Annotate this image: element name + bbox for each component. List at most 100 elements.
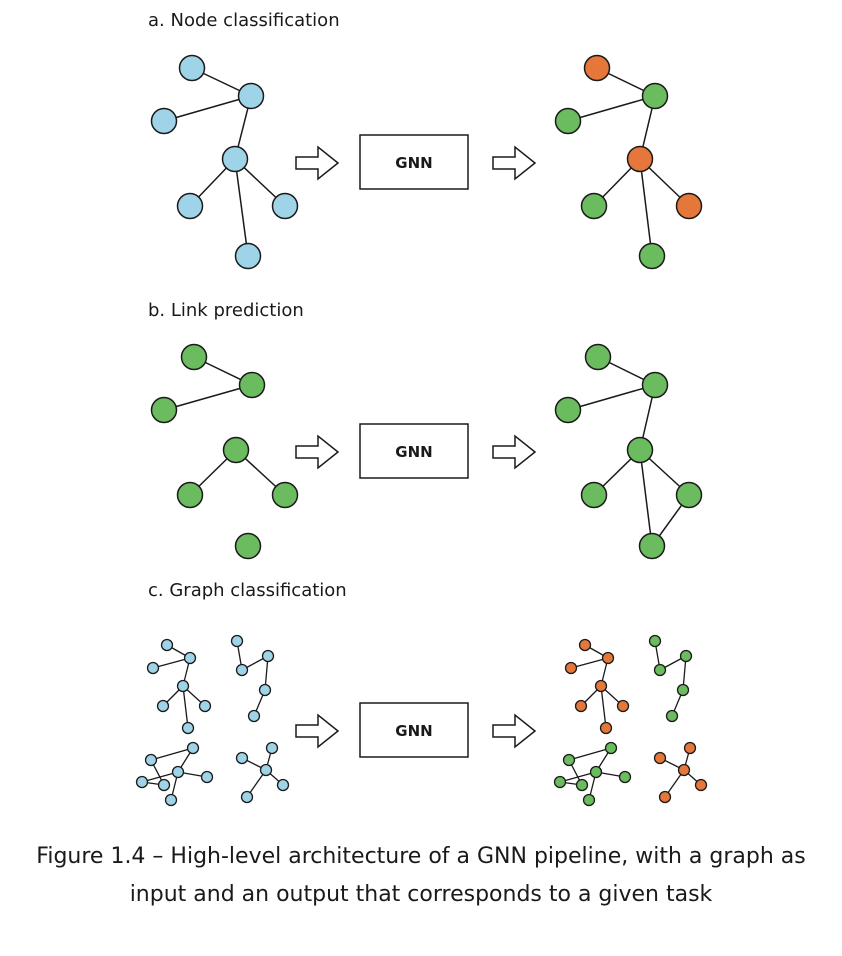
input-graph-a-node [221,145,249,173]
output-graph-a-node [583,54,611,82]
output-molecule-3-node [575,778,589,792]
input-graph-b-node [176,481,204,509]
output-graph-a-node [554,107,582,135]
output-molecule-2-node [676,683,690,697]
input-molecule-1-node [176,679,190,693]
output-graph-a-edge [567,95,656,122]
input-molecule-1-node [160,638,174,652]
output-molecule-3-node [553,775,567,789]
input-molecule-2-node [258,683,272,697]
output-molecule-1-edge [570,657,609,669]
gnn-c-box [359,702,469,758]
input-graph-b-edge [163,384,253,411]
input-graph-a-node [150,107,178,135]
output-molecule-4-node [694,778,708,792]
input-graph-a-node [234,242,262,270]
input-graph-a-node [176,192,204,220]
output-molecule-1-node [616,699,630,713]
input-molecule-4-node [265,741,279,755]
input-molecule-1-node [183,651,197,665]
output-molecule-2-node [665,709,679,723]
output-molecule-3-node [562,753,576,767]
input-graph-b-node [180,343,208,371]
input-molecule-1-node [146,661,160,675]
output-graph-b-edge [639,449,653,547]
output-molecule-1-node [594,679,608,693]
input-graph-a-edge [163,95,252,122]
input-graph-b-node [234,532,262,560]
output-molecule-2-node [679,649,693,663]
output-molecule-4-node [653,751,667,765]
output-molecule-1-edge [600,685,607,729]
output-graph-a-edge [639,158,653,257]
output-graph-a-node [580,192,608,220]
output-molecule-1-node [574,699,588,713]
output-graph-a-node [626,145,654,173]
input-graph-b-node [271,481,299,509]
output-graph-b-node [626,436,654,464]
output-molecule-4-node [658,790,672,804]
input-graph-a-node [178,54,206,82]
output-molecule-2-node [653,663,667,677]
output-molecule-4-node [683,741,697,755]
gnn-b-box [359,423,469,479]
output-graph-b-node [554,396,582,424]
figure-caption: Figure 1.4 – High-level architecture of … [0,838,842,914]
arrow-c-out [492,713,537,749]
arrow-c-in [295,713,340,749]
output-molecule-1-node [599,721,613,735]
input-molecule-1-node [181,721,195,735]
section-c-label: c. Graph classification [148,580,347,601]
output-graph-b-node [584,343,612,371]
input-molecule-4-node [276,778,290,792]
output-molecule-3-node [582,793,596,807]
input-molecule-3-edge [150,747,194,761]
input-molecule-3-node [144,753,158,767]
output-molecule-4-node [677,763,691,777]
output-graph-b-node [641,371,669,399]
input-molecule-4-node [235,751,249,765]
arrow-b-out [492,434,537,470]
input-molecule-4-node [240,790,254,804]
output-molecule-3-edge [568,747,612,761]
input-graph-a-edge [234,158,249,257]
gnn-b-label: GNN [395,443,432,461]
output-graph-b-node [580,481,608,509]
input-molecule-3-node [164,793,178,807]
output-molecule-3-node [618,770,632,784]
input-molecule-1-edge [182,685,189,729]
arrow-a-out [492,145,537,181]
input-molecule-2-node [247,709,261,723]
output-molecule-3-node [589,765,603,779]
gnn-a-label: GNN [395,154,432,172]
output-graph-a-node [638,242,666,270]
output-molecule-3-node [604,741,618,755]
input-graph-a-node [237,82,265,110]
input-molecule-3-node [186,741,200,755]
arrow-b-in [295,434,340,470]
input-molecule-2-node [261,649,275,663]
caption-line-2: input and an output that corresponds to … [129,882,713,907]
input-graph-b-node [238,371,266,399]
input-molecule-3-node [135,775,149,789]
arrow-a-in [295,145,340,181]
output-molecule-1-node [578,638,592,652]
input-molecule-3-node [157,778,171,792]
output-graph-a-node [675,192,703,220]
output-molecule-1-node [601,651,615,665]
input-molecule-3-node [171,765,185,779]
output-molecule-2-node [648,634,662,648]
input-molecule-1-node [198,699,212,713]
output-graph-b-edge [567,384,656,411]
gnn-c-label: GNN [395,722,432,740]
output-graph-a-node [641,82,669,110]
gnn-pipeline-diagram: GNN GNN GNN [135,54,708,807]
input-molecule-2-node [235,663,249,677]
section-b-label: b. Link prediction [148,300,304,321]
output-molecule-1-node [564,661,578,675]
input-molecule-4-node [259,763,273,777]
output-graph-b-node [638,532,666,560]
output-graph-b-node [675,481,703,509]
input-molecule-3-edge [141,771,179,783]
input-molecule-2-node [230,634,244,648]
